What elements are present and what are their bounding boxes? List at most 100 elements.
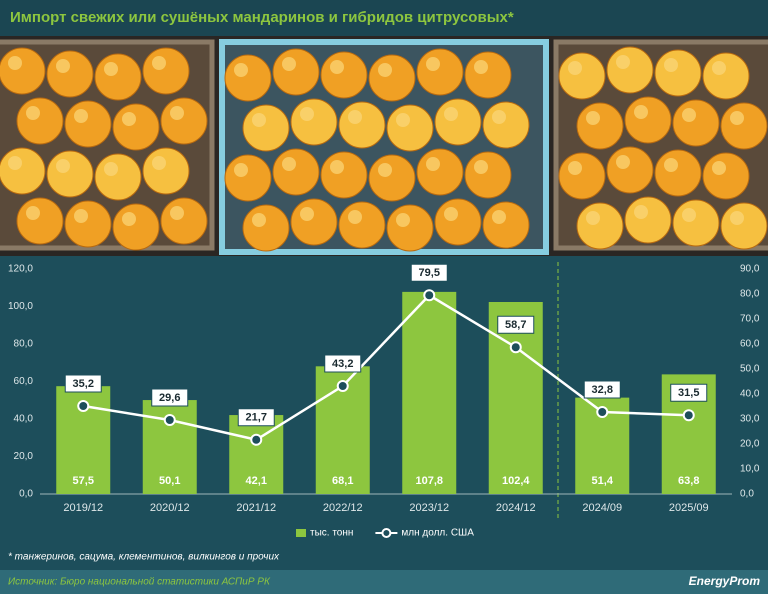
orange	[112, 103, 160, 151]
orange-highlight	[252, 113, 266, 127]
x-tick-label: 2019/12	[63, 502, 103, 514]
orange-highlight	[616, 55, 630, 69]
orange	[46, 50, 94, 98]
orange	[242, 204, 290, 252]
orange-highlight	[282, 57, 296, 71]
orange	[464, 51, 512, 99]
orange	[654, 49, 702, 97]
line-point	[509, 341, 522, 354]
orange-highlight	[252, 213, 266, 227]
orange	[290, 98, 338, 146]
orange-highlight	[330, 60, 344, 74]
y-tick-label: 0,0	[19, 489, 33, 500]
orange-highlight	[56, 159, 70, 173]
bar	[488, 302, 543, 494]
orange	[464, 151, 512, 199]
orange-highlight	[492, 210, 506, 224]
orange	[272, 48, 320, 96]
orange-highlight	[378, 63, 392, 77]
y-tick-label: 100,0	[8, 301, 33, 312]
line-point	[77, 400, 90, 412]
line-value-label: 31,5	[678, 387, 699, 399]
orange-highlight	[444, 107, 458, 121]
orange-highlight	[56, 59, 70, 73]
x-tick-label: 2025/09	[669, 502, 709, 514]
orange-highlight	[730, 211, 744, 225]
bar-value-label: 57,5	[73, 475, 94, 487]
orange-highlight	[104, 62, 118, 76]
orange	[606, 46, 654, 94]
orange	[482, 201, 530, 249]
orange-highlight	[122, 212, 136, 226]
orange-highlight	[104, 162, 118, 176]
orange	[720, 202, 768, 250]
orange	[702, 152, 750, 200]
line-point	[682, 409, 695, 422]
orange-highlight	[300, 107, 314, 121]
label-box	[151, 388, 189, 407]
orange-highlight	[664, 58, 678, 72]
legend-label: тыс. тонн	[310, 528, 353, 539]
x-tick-label: 2024/12	[496, 502, 536, 514]
legend-swatch	[381, 528, 392, 538]
orange	[0, 147, 46, 195]
orange-highlight	[396, 213, 410, 227]
orange	[338, 101, 386, 149]
orange-highlight	[300, 207, 314, 221]
orange	[320, 151, 368, 199]
y-tick-label: 40,0	[14, 414, 34, 425]
orange	[720, 102, 768, 150]
orange	[576, 102, 624, 150]
orange	[416, 148, 464, 196]
line-point	[596, 406, 609, 418]
orange	[434, 198, 482, 246]
orange	[224, 154, 272, 202]
orange	[112, 203, 160, 251]
bar-value-label: 42,1	[246, 475, 267, 487]
orange-highlight	[616, 155, 630, 169]
orange-highlight	[586, 211, 600, 225]
orange	[272, 148, 320, 196]
orange	[386, 104, 434, 152]
orange	[368, 54, 416, 102]
orange-highlight	[74, 109, 88, 123]
line-point	[423, 289, 436, 302]
orange-highlight	[492, 110, 506, 124]
orange-highlight	[152, 156, 166, 170]
line-value-label: 29,6	[159, 392, 180, 404]
orange	[416, 48, 464, 96]
orange-highlight	[712, 161, 726, 175]
line-value-label: 79,5	[419, 267, 440, 279]
orange	[654, 149, 702, 197]
orange-highlight	[730, 111, 744, 125]
orange-highlight	[26, 106, 40, 120]
orange-highlight	[474, 60, 488, 74]
orange	[672, 199, 720, 247]
orange	[16, 97, 64, 145]
orange-highlight	[26, 206, 40, 220]
orange-highlight	[586, 111, 600, 125]
orange-highlight	[568, 61, 582, 75]
orange-highlight	[234, 63, 248, 77]
orange-highlight	[474, 160, 488, 174]
orange	[94, 153, 142, 201]
x-tick-label: 2023/12	[409, 502, 449, 514]
source-band	[0, 570, 768, 594]
orange	[434, 98, 482, 146]
orange-highlight	[682, 208, 696, 222]
footnote: * танжеринов, сацума, клементинов, вилки…	[8, 552, 280, 563]
bar-value-label: 102,4	[502, 475, 530, 487]
orange	[160, 197, 208, 245]
label-box	[324, 354, 362, 373]
x-tick-label: 2021/12	[236, 502, 276, 514]
line-value-label: 21,7	[246, 412, 267, 424]
y2-tick-label: 10,0	[740, 464, 760, 475]
bar-value-label: 107,8	[415, 475, 443, 487]
orange-highlight	[634, 105, 648, 119]
legend-swatch	[296, 529, 306, 537]
label-box	[410, 263, 448, 282]
orange-highlight	[682, 108, 696, 122]
orange-highlight	[348, 210, 362, 224]
orange-highlight	[712, 61, 726, 75]
